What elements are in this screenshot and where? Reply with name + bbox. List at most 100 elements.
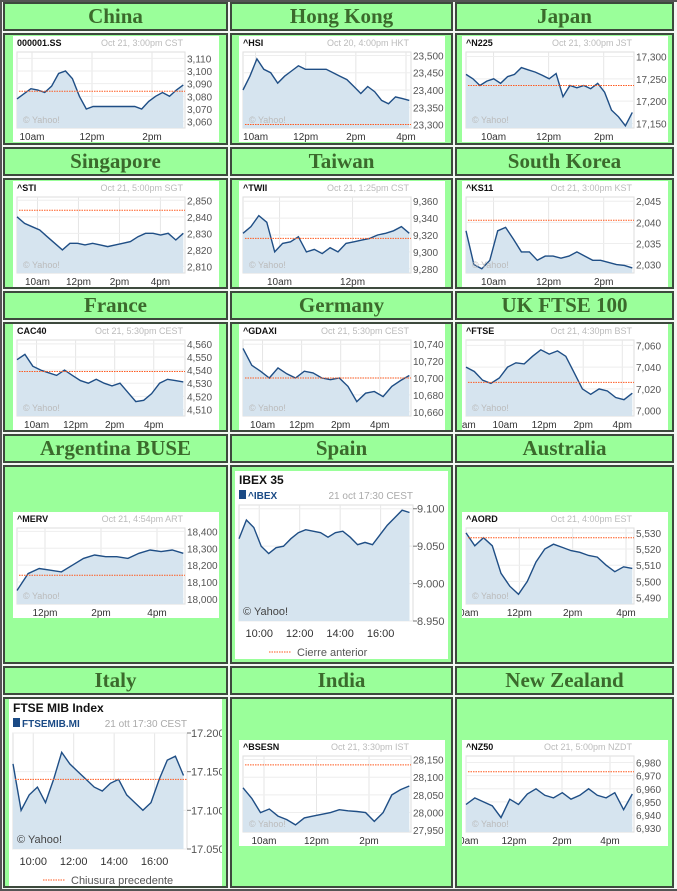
header-new-zealand: New Zealand xyxy=(455,666,674,695)
chart-south-korea[interactable]: ^KS11 Oct 21, 3:00pm KST 10am 12pm 2pm 2,045 2… xyxy=(461,180,668,287)
y-tick-label: 3,110 xyxy=(187,54,212,65)
chart-timestamp: Oct 21, 3:30pm IST xyxy=(330,742,409,752)
y-tick-label: 4,540 xyxy=(187,366,212,377)
x-tick-label: 16:00 xyxy=(367,628,395,640)
y-tick-label: 5,500 xyxy=(636,577,661,588)
x-tick-label: 4pm xyxy=(370,420,389,430)
chart-singapore[interactable]: ^STI Oct 21, 5:00pm SGT 10am 12pm 2pm 4pm 2,85… xyxy=(12,180,219,287)
chart-timestamp: Oct 21, 4:54pm ART xyxy=(101,514,183,524)
x-tick-label: 2pm xyxy=(346,132,365,142)
chart-germany[interactable]: ^GDAXI Oct 21, 5:30pm CEST 10am 12pm 2pm 4pm 1… xyxy=(238,324,445,430)
header-australia: Australia xyxy=(455,434,674,463)
market-title: UK FTSE 100 xyxy=(501,293,628,317)
y-tick-label: 28,100 xyxy=(413,773,444,784)
x-tick-label: 12pm xyxy=(289,420,314,430)
y-tick-label: 9.050 xyxy=(417,541,445,553)
x-tick-label: 10:00 xyxy=(19,856,47,868)
y-tick-label: 10,680 xyxy=(413,391,444,402)
x-tick-label: 8am xyxy=(462,420,476,430)
price-line xyxy=(241,57,409,105)
chart-cell-japan: ^N225 Oct 21, 3:00pm JST 10am 12pm 2pm 17,300… xyxy=(455,33,674,145)
market-title: Germany xyxy=(298,293,385,317)
chart-cell-germany: ^GDAXI Oct 21, 5:30pm CEST 10am 12pm 2pm 4pm 1… xyxy=(230,322,453,432)
x-tick-label: 12:00 xyxy=(286,628,314,640)
header-china: China xyxy=(3,2,228,31)
yahoo-watermark: © Yahoo! xyxy=(243,606,288,618)
chart-china[interactable]: 000001.SS Oct 21, 3:00pm CST 10am 12pm 2pm 3,… xyxy=(12,36,219,142)
chart-timestamp: Oct 21, 3:00pm JST xyxy=(551,38,632,48)
chart-spain[interactable]: IBEX 35 ^IBEX 21 oct 17:30 CEST 10:00 12:00 1… xyxy=(235,470,448,659)
chart-uk-ftse-100[interactable]: ^FTSE Oct 21, 4:30pm BST 8am 10am 12pm 2pm 4pm… xyxy=(461,324,668,430)
x-tick-label: 10am xyxy=(251,836,276,846)
y-tick-label: 18,400 xyxy=(187,527,218,538)
price-line xyxy=(16,215,184,251)
x-tick-label: 2pm xyxy=(104,420,123,430)
x-tick-label: 10am xyxy=(24,277,49,287)
market-title: Italy xyxy=(94,668,137,692)
x-tick-label: 4pm xyxy=(147,608,166,618)
x-tick-label: 10am xyxy=(462,608,479,618)
y-tick-label: 2,040 xyxy=(636,218,661,229)
y-tick-label: 7,040 xyxy=(636,363,661,374)
y-tick-label: 23,500 xyxy=(413,51,444,62)
x-tick-label: 12pm xyxy=(536,277,561,287)
y-tick-label: 4,550 xyxy=(187,353,212,364)
y-tick-label: 18,100 xyxy=(187,578,218,589)
y-tick-label: 8.950 xyxy=(417,616,445,628)
y-tick-label: 5,530 xyxy=(636,528,661,539)
y-tick-label: 10,660 xyxy=(413,408,444,419)
x-tick-label: 4pm xyxy=(144,420,163,430)
chart-timestamp: Oct 21, 5:30pm CEST xyxy=(94,326,183,336)
yahoo-watermark: © Yahoo! xyxy=(249,819,286,829)
x-tick-label: 12pm xyxy=(79,132,104,142)
chart-india[interactable]: ^BSESN Oct 21, 3:30pm IST 10am 12pm 2pm 28,15… xyxy=(238,739,445,846)
y-tick-label: 23,350 xyxy=(413,103,444,114)
yahoo-watermark: © Yahoo! xyxy=(249,115,286,125)
market-title: Argentina BUSE xyxy=(39,436,192,460)
y-tick-label: 5,520 xyxy=(636,545,661,556)
y-tick-label: 17.200 xyxy=(191,728,222,740)
y-tick-label: 18,000 xyxy=(187,594,218,605)
chart-cell-france: CAC40 Oct 21, 5:30pm CEST 10am 12pm 2pm 4pm 4,… xyxy=(3,322,228,432)
price-area xyxy=(13,751,184,849)
x-tick-label: 4pm xyxy=(612,420,631,430)
chart-australia[interactable]: ^AORD Oct 21, 4:00pm EST 10am 12pm 2pm 4pm 5,5… xyxy=(461,511,668,618)
y-tick-label: 28,000 xyxy=(413,808,444,819)
chart-cell-taiwan: ^TWII Oct 21, 1:25pm CST 10am 12pm 9,360 9,34… xyxy=(230,178,453,289)
x-tick-label: 10am xyxy=(481,132,506,142)
price-line xyxy=(465,787,633,819)
chart-japan[interactable]: ^N225 Oct 21, 3:00pm JST 10am 12pm 2pm 17,300… xyxy=(461,36,668,142)
chart-timestamp: Oct 21, 3:00pm KST xyxy=(550,183,632,193)
price-area xyxy=(16,71,183,128)
chart-new-zealand[interactable]: ^NZ50 Oct 21, 5:00pm NZDT 10am 12pm 2pm 4pm 6,… xyxy=(461,739,668,846)
y-tick-label: 17,150 xyxy=(636,120,667,131)
y-tick-label: 2,840 xyxy=(187,212,212,223)
y-tick-label: 2,810 xyxy=(187,262,212,273)
y-tick-label: 9.000 xyxy=(417,578,445,590)
header-taiwan: Taiwan xyxy=(230,147,453,176)
y-tick-label: 9,320 xyxy=(413,231,438,242)
y-tick-label: 3,100 xyxy=(187,67,212,78)
header-singapore: Singapore xyxy=(3,147,228,176)
chart-ticker: ^FTSE xyxy=(466,326,494,336)
chart-taiwan[interactable]: ^TWII Oct 21, 1:25pm CST 10am 12pm 9,360 9,34… xyxy=(238,180,445,287)
price-line xyxy=(465,348,633,401)
chart-argentina-buse[interactable]: ^MERV Oct 21, 4:54pm ART 12pm 2pm 4pm 18,400 1… xyxy=(12,511,219,618)
header-hong-kong: Hong Kong xyxy=(230,2,453,31)
chart-timestamp: Oct 21, 5:30pm CEST xyxy=(320,326,409,336)
price-area xyxy=(465,226,632,273)
y-tick-label: 9,300 xyxy=(413,247,438,258)
x-tick-label: 12pm xyxy=(63,420,88,430)
chart-italy[interactable]: FTSE MIB Index FTSEMIB.MI 21 ott 17:30 CES… xyxy=(9,699,222,887)
yahoo-watermark: © Yahoo! xyxy=(17,834,62,846)
price-area xyxy=(465,67,632,128)
y-tick-label: 9,340 xyxy=(413,214,438,225)
y-tick-label: 3,090 xyxy=(187,80,212,91)
price-area xyxy=(465,532,632,604)
chart-ticker: ^NZ50 xyxy=(466,742,493,752)
chart-hong-kong[interactable]: ^HSI Oct 20, 4:00pm HKT 10am 12pm 2pm 4pm 23,5… xyxy=(238,36,445,142)
price-area xyxy=(242,215,409,273)
chart-france[interactable]: CAC40 Oct 21, 5:30pm CEST 10am 12pm 2pm 4pm 4,… xyxy=(12,324,219,430)
chart-ticker: ^N225 xyxy=(466,38,493,48)
